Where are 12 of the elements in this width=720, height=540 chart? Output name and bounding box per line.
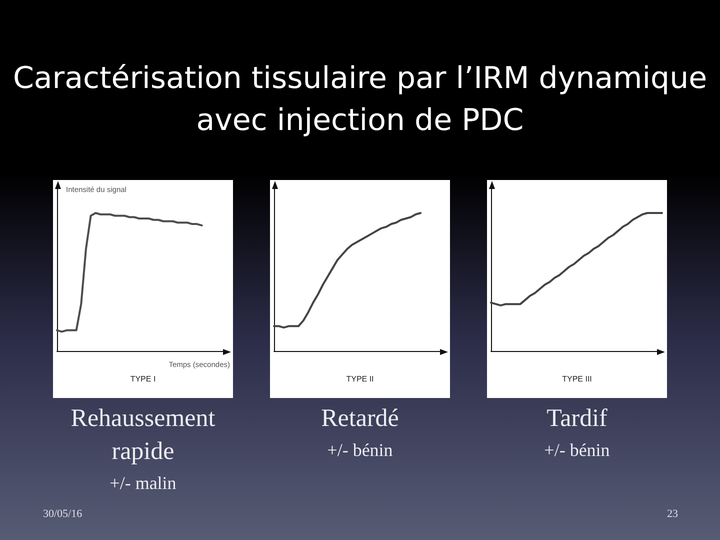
- text: Retardé: [320, 404, 400, 434]
- text: TYPE III: [562, 374, 592, 384]
- text: +/- bénin: [326, 439, 394, 462]
- text: 23: [667, 507, 678, 521]
- text: +/- bénin: [543, 439, 611, 462]
- text: Rehaussement rapide: [70, 404, 216, 467]
- text: +/- malin: [108, 472, 178, 495]
- text: Tardif: [546, 404, 608, 434]
- text: Caractérisation tissulaire par l’IRM dynamique avec injection de PDC: [12, 60, 708, 140]
- text: TYPE I: [130, 374, 156, 384]
- text: 30/05/16: [43, 507, 82, 521]
- text: TYPE II: [346, 374, 374, 384]
